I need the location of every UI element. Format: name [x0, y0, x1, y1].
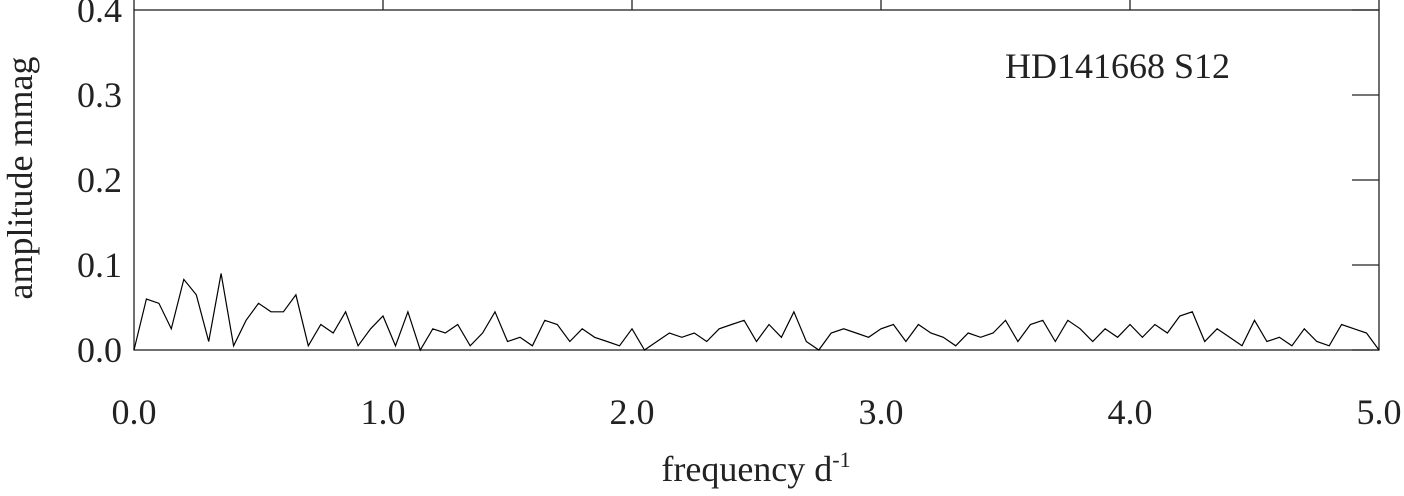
x-tick-label: 4.0: [1108, 392, 1153, 432]
x-axis-label: frequency d-1: [661, 447, 850, 489]
y-tick-label: 0.4: [77, 0, 122, 30]
x-tick-label: 2.0: [610, 392, 655, 432]
annotation: HD141668 S12: [1005, 46, 1230, 86]
x-axis-label-text: frequency d: [661, 449, 832, 489]
x-axis-label-superscript: -1: [832, 447, 850, 472]
x-tick-label: 5.0: [1357, 392, 1402, 432]
x-tick-label: 3.0: [859, 392, 904, 432]
amplitude-line: [133, 273, 1380, 352]
x-tick-label: 1.0: [361, 392, 406, 432]
y-tick-label: 0.3: [77, 75, 122, 115]
y-tick-label: 0.2: [77, 160, 122, 200]
y-axis-label: amplitude mmag: [0, 57, 40, 300]
y-tick-label: 0.0: [77, 330, 122, 370]
y-tick-label: 0.1: [77, 245, 122, 285]
x-tick-label: 0.0: [112, 392, 157, 432]
